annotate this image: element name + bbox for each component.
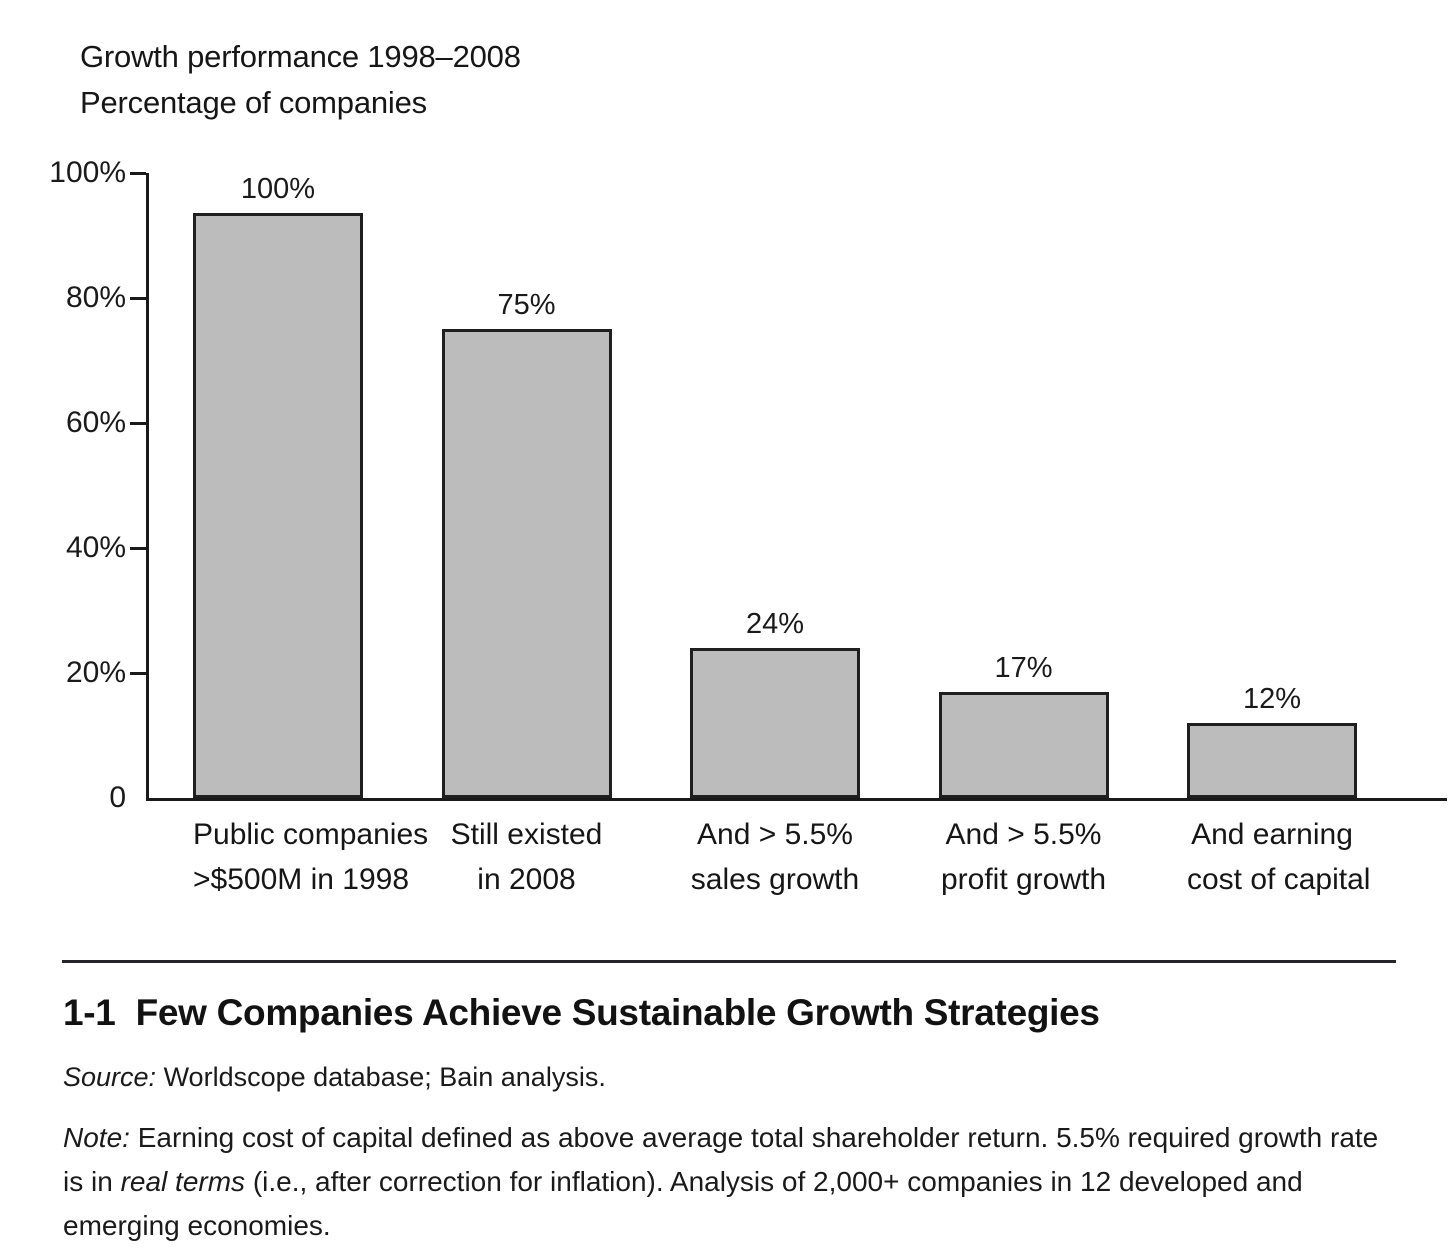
category-label-line: And > 5.5% <box>945 818 1102 851</box>
caption-divider-rule <box>62 960 1396 963</box>
y-axis <box>146 173 149 798</box>
bar-value-label: 24% <box>745 608 805 640</box>
bar <box>1187 723 1357 798</box>
note-block: Note: Earning cost of capital defined as… <box>63 1116 1403 1248</box>
note-label: Note: <box>63 1122 130 1153</box>
y-tick-label: 100% <box>49 156 126 189</box>
note-text-2: (i.e., after correction for inflation). … <box>63 1166 1303 1241</box>
bar <box>441 329 612 798</box>
y-tick-mark <box>130 421 146 425</box>
figure-caption: 1-1 Few Companies Achieve Sustainable Gro… <box>63 992 1100 1034</box>
bars-row: 100% 75% 24% 17% 12% <box>146 173 1447 798</box>
chart-title-line2: Percentage of companies <box>80 85 427 120</box>
y-tick-label: 20% <box>65 656 126 689</box>
y-tick-label: 0 <box>109 781 126 814</box>
chart-title: Growth performance 1998–2008 Percentage … <box>80 34 521 126</box>
y-tick-mark <box>130 546 146 550</box>
bar-value-label: 17% <box>994 651 1053 684</box>
y-tick-label: 80% <box>65 281 126 314</box>
category-label: And earning cost of capital <box>1187 812 1371 902</box>
figure-number: 1-1 <box>63 992 116 1033</box>
bar-group: 75% <box>441 173 612 798</box>
bar <box>938 691 1109 798</box>
category-label-line: profit growth <box>940 863 1107 896</box>
bar-group: 12% <box>1187 173 1357 798</box>
chart-title-line1: Growth performance 1998–2008 <box>80 39 521 74</box>
category-label-line: sales growth <box>690 863 860 896</box>
bar-value-label: 100% <box>240 173 316 205</box>
x-axis <box>146 798 1447 801</box>
note-italic-term: real terms <box>120 1166 246 1197</box>
bar-group: 17% <box>938 173 1109 798</box>
note-text-1: Earning cost of capital defined as above… <box>63 1122 1379 1197</box>
y-tick-label: 40% <box>65 531 126 564</box>
figure-title: Few Companies Achieve Sustainable Growth… <box>135 992 1100 1033</box>
source-line: Source: Worldscope database; Bain analys… <box>63 1062 606 1093</box>
bar-group: 100% <box>193 173 363 798</box>
category-label: Still existed in 2008 <box>442 812 612 902</box>
category-label-line: cost of capital <box>1187 863 1371 896</box>
y-tick-label: 60% <box>65 406 126 439</box>
bar <box>193 213 363 798</box>
bar <box>690 648 860 798</box>
y-tick-mark <box>130 671 146 675</box>
source-text: Worldscope database; Bain analysis. <box>156 1062 606 1092</box>
category-label-line: Public companies <box>193 818 429 851</box>
plot-area: 100% 80% 60% 40% 20% 0 100% 75% 24% 17% 12% <box>49 156 1447 814</box>
bar-group: 24% <box>690 173 860 798</box>
category-labels-row: Public companies >$500M in 1998 Still exis… <box>146 812 1447 902</box>
category-label-line: in 2008 <box>477 863 576 896</box>
bar-value-label: 75% <box>497 289 556 322</box>
y-tick-mark <box>130 296 146 300</box>
category-label-line: And > 5.5% <box>697 818 853 851</box>
bar-value-label: 12% <box>1242 683 1302 715</box>
category-label-line: And earning <box>1191 818 1353 851</box>
category-label: And > 5.5% sales growth <box>690 812 860 902</box>
source-label: Source: <box>63 1062 157 1092</box>
category-label: Public companies >$500M in 1998 <box>193 812 429 902</box>
y-tick-mark <box>130 171 146 175</box>
category-label-line: Still existed <box>450 818 603 851</box>
category-label: And > 5.5% profit growth <box>939 812 1109 902</box>
category-label-line: >$500M in 1998 <box>193 863 410 896</box>
